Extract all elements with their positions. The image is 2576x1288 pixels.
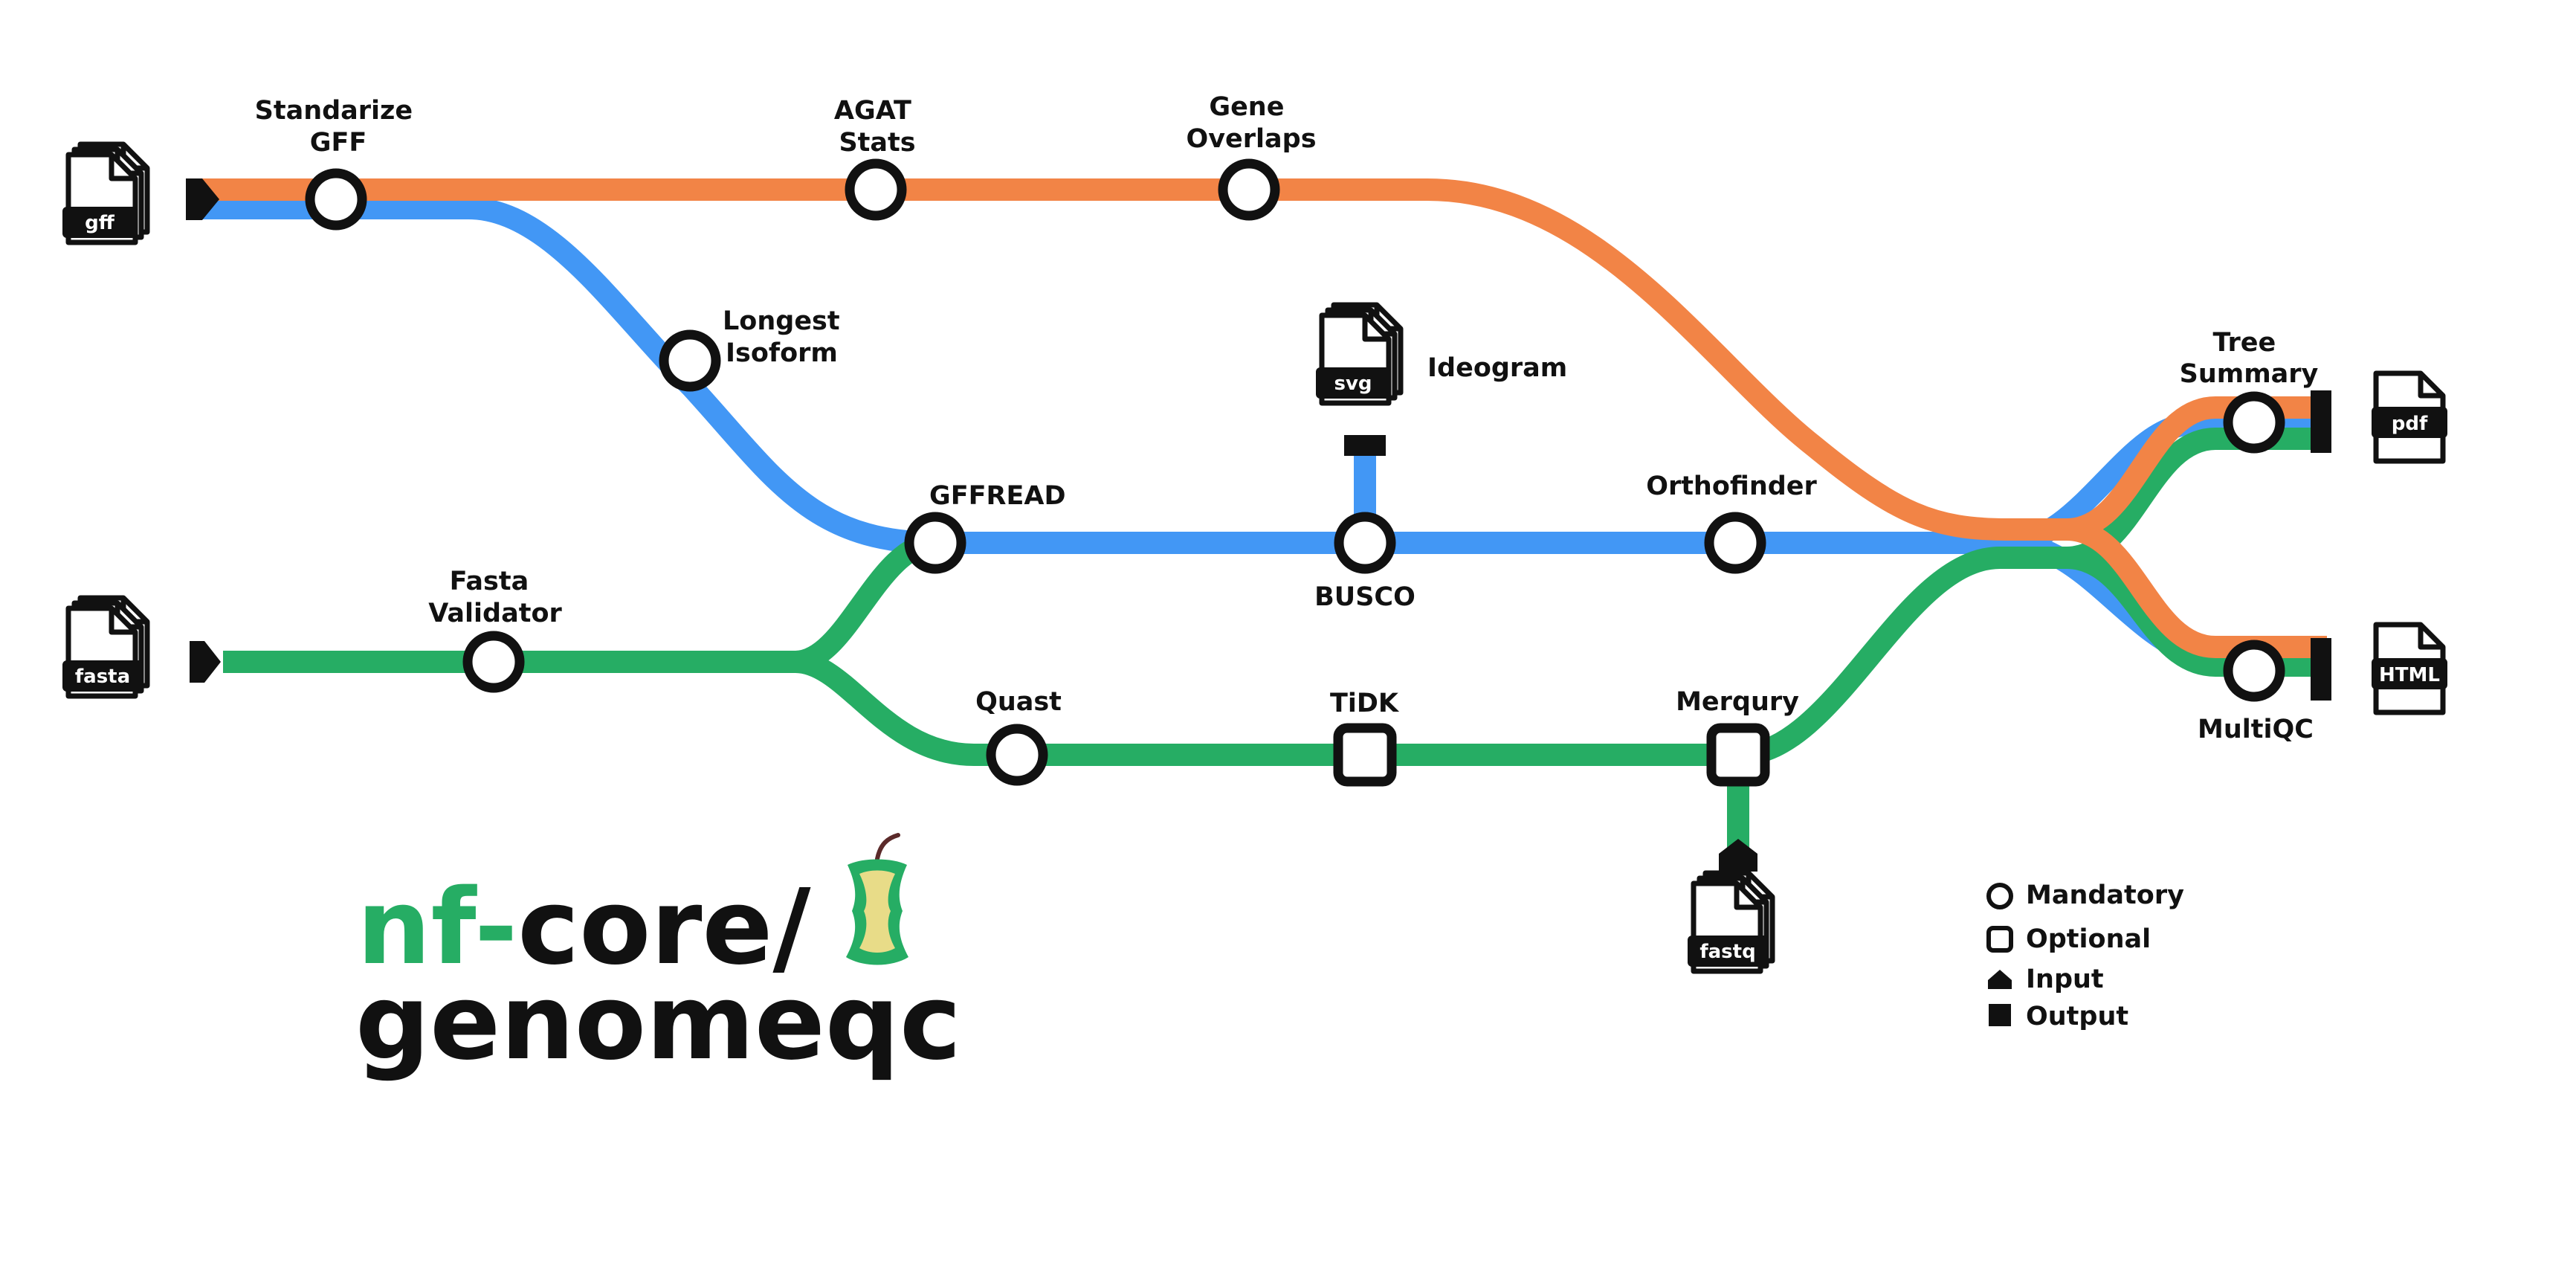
fastq-file-icon: fastq	[1688, 870, 1775, 974]
station-agat-stats	[845, 158, 907, 221]
logo-core: core/	[517, 867, 811, 988]
legend-output-icon	[1989, 1004, 2011, 1026]
station-standardize-gff	[305, 168, 367, 231]
station-tree-summary	[2223, 391, 2285, 454]
label-orthofinder: Orthofinder	[1646, 471, 1817, 501]
apple-core-icon	[846, 833, 908, 965]
label-tidk: TiDK	[1330, 689, 1400, 718]
label-merqury: Merqury	[1676, 687, 1799, 717]
station-tidk	[1333, 723, 1397, 787]
orange-line	[193, 178, 2327, 658]
label-busco: BUSCO	[1314, 582, 1415, 612]
pdf-output-marker	[2311, 390, 2331, 453]
logo-genomeqc: genomeqc	[355, 962, 961, 1083]
label-agat-stats: AGAT Stats	[834, 96, 920, 158]
fastq-file-label: fastq	[1699, 941, 1755, 963]
station-fasta-validator	[462, 631, 525, 693]
pdf-file-label: pdf	[2392, 413, 2428, 435]
station-merqury	[1706, 723, 1770, 787]
gff-file-icon: gff	[62, 141, 150, 245]
label-quast: Quast	[975, 687, 1062, 717]
nf-core-genomeqc-logo: nf-core/ genomeqc	[355, 833, 961, 1083]
legend-input-icon	[1988, 970, 2012, 989]
fasta-input-marker	[190, 641, 221, 683]
label-longest-isoform: Longest Isoform	[723, 306, 849, 368]
gff-file-label: gff	[85, 212, 115, 234]
station-labels: Standarize GFF AGAT Stats Gene Overlaps …	[255, 92, 2319, 744]
legend-output-label: Output	[2026, 1002, 2128, 1031]
station-quast	[986, 724, 1048, 786]
label-ideogram: Ideogram	[1427, 353, 1567, 383]
svg-text:nf-core/: nf-core/	[357, 867, 811, 988]
station-busco	[1334, 512, 1396, 574]
metro-lines	[193, 178, 2327, 848]
legend-mandatory-icon	[1986, 883, 2013, 909]
label-standardize-gff: Standarize GFF	[255, 96, 422, 158]
gff-input-marker	[186, 178, 219, 220]
station-multiqc	[2223, 640, 2285, 702]
stations	[305, 158, 2285, 787]
green-line	[223, 428, 2327, 848]
station-longest-isoform	[659, 329, 721, 392]
legend-mandatory-label: Mandatory	[2026, 880, 2184, 910]
station-gene-overlaps	[1218, 158, 1280, 221]
label-gffread: GFFREAD	[929, 481, 1066, 511]
legend-input-label: Input	[2026, 965, 2104, 994]
svg-file-icon: svg	[1316, 302, 1404, 406]
legend-optional-icon	[1986, 926, 2013, 953]
label-tree-summary: Tree Summary	[2180, 328, 2319, 389]
station-gffread	[904, 512, 966, 574]
logo-nf: nf	[357, 867, 478, 988]
station-orthofinder	[1704, 512, 1766, 574]
label-gene-overlaps: Gene Overlaps	[1186, 92, 1316, 154]
pdf-file-icon: pdf	[2372, 370, 2447, 464]
label-multiqc: MultiQC	[2198, 715, 2314, 744]
html-output-marker	[2311, 638, 2331, 701]
svg-output-marker	[1344, 435, 1386, 456]
legend-optional-label: Optional	[2026, 924, 2151, 954]
label-fasta-validator: Fasta Validator	[428, 567, 562, 628]
html-file-icon: HTML	[2372, 622, 2447, 715]
io-markers	[186, 178, 2331, 872]
fasta-file-icon: fasta	[62, 595, 150, 699]
fastq-input-marker	[1719, 839, 1757, 872]
legend: Mandatory Optional Input Output	[1986, 880, 2184, 1031]
svg-file-label: svg	[1334, 373, 1372, 395]
fasta-file-label: fasta	[75, 666, 130, 688]
html-file-label: HTML	[2379, 664, 2440, 686]
logo-dash: -	[474, 867, 517, 988]
